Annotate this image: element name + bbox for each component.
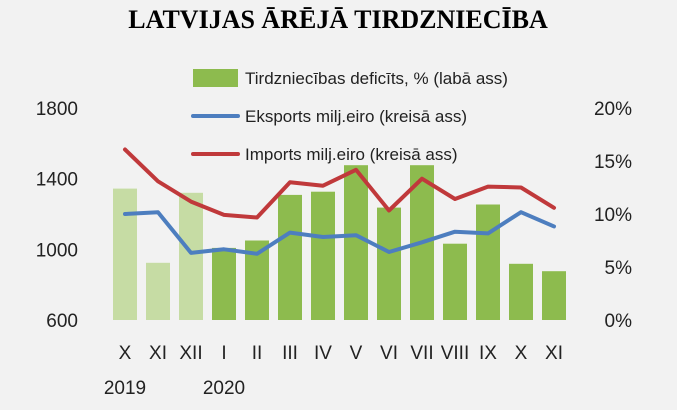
- x-axis-category-label: IV: [314, 343, 332, 364]
- right-axis-tick-label: 5%: [605, 258, 633, 279]
- x-axis-category-label: VI: [380, 343, 398, 364]
- x-axis-category-label: I: [221, 343, 226, 364]
- x-axis-category-label: III: [282, 343, 298, 364]
- bar-13: [542, 271, 566, 320]
- legend-swatch-0: [193, 69, 238, 87]
- x-axis-category-label: XII: [179, 343, 202, 364]
- bar-5: [278, 194, 302, 320]
- right-axis-tick-label: 15%: [594, 152, 632, 173]
- bar-2: [179, 192, 203, 320]
- left-axis-tick-label: 1000: [36, 240, 78, 261]
- legend: Tirdzniecības deficīts, % (labā ass) Eksp…: [191, 69, 508, 164]
- bar-11: [476, 204, 500, 320]
- legend-label-1: Eksports milj.eiro (kreisā ass): [245, 107, 467, 126]
- left-axis-tick-label: 600: [46, 311, 78, 332]
- bar-1: [146, 262, 170, 320]
- x-axis-category-label: IX: [479, 343, 497, 364]
- bar-10: [443, 243, 467, 320]
- x-axis-category-label: X: [119, 343, 132, 364]
- right-axis-tick-label: 20%: [594, 99, 632, 120]
- chart-title: LATVIJAS ĀRĒJĀ TIRDZNIECĪBA: [128, 5, 548, 34]
- right-axis-tick-label: 10%: [594, 205, 632, 226]
- x-axis-year-label: 2020: [203, 378, 245, 399]
- x-axis-category-label: V: [350, 343, 363, 364]
- left-axis-tick-label: 1800: [36, 99, 78, 120]
- legend-label-0: Tirdzniecības deficīts, % (labā ass): [245, 69, 508, 88]
- x-axis-category-label: XI: [545, 343, 563, 364]
- x-axis-category-label: X: [515, 343, 528, 364]
- bar-3: [212, 247, 236, 320]
- bar-12: [509, 263, 533, 320]
- bar-6: [311, 191, 335, 320]
- left-axis-tick-label: 1400: [36, 170, 78, 191]
- x-axis-category-label: VII: [410, 343, 433, 364]
- bar-8: [377, 207, 401, 320]
- x-axis-category-label: II: [252, 343, 263, 364]
- x-axis-year-label: 2019: [104, 378, 146, 399]
- legend-label-2: Imports milj.eiro (kreisā ass): [245, 145, 458, 164]
- bar-7: [344, 165, 368, 320]
- x-axis-category-label: XI: [149, 343, 167, 364]
- x-axis-category-label: VIII: [441, 343, 470, 364]
- series-line-1: [123, 147, 556, 220]
- series-line-0: [123, 210, 556, 256]
- bars-layer: [113, 165, 566, 320]
- lines-layer: [123, 147, 556, 256]
- right-axis-tick-label: 0%: [605, 311, 633, 332]
- bar-0: [113, 188, 137, 320]
